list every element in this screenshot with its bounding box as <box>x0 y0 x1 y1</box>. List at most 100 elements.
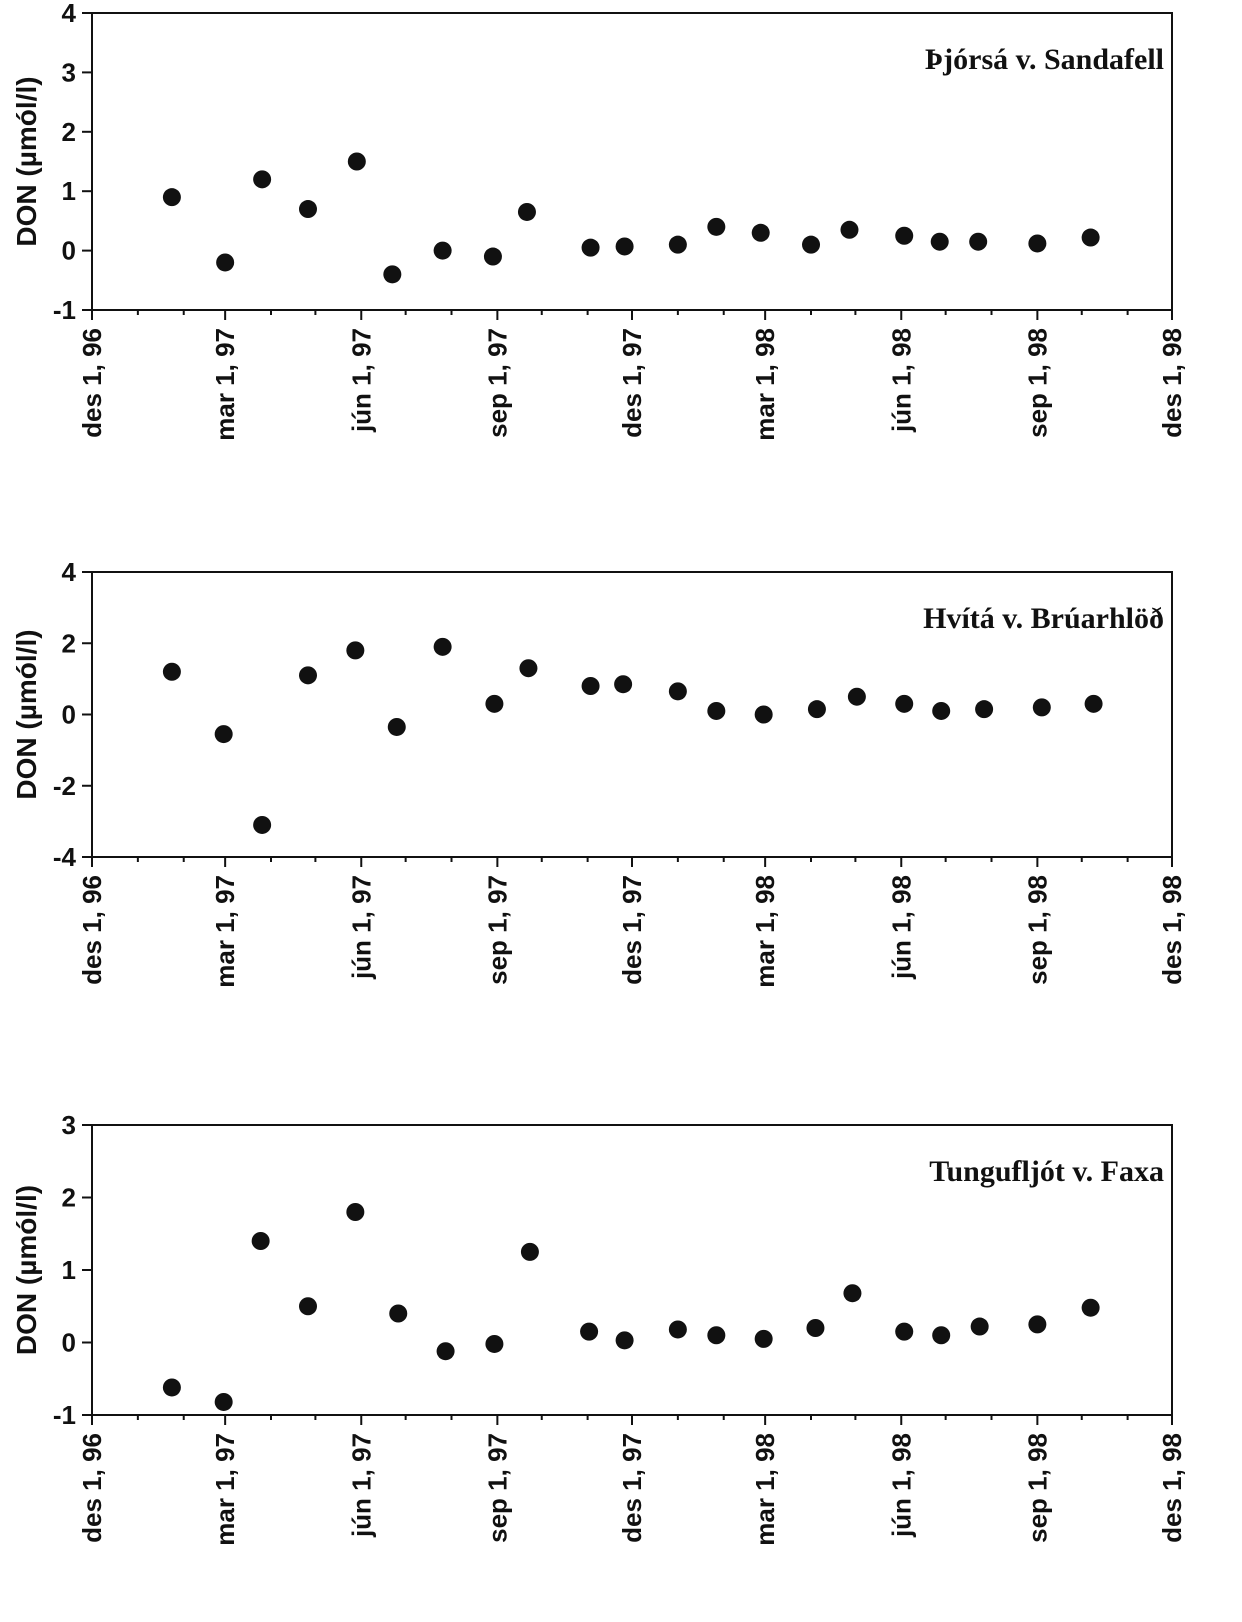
y-tick-label: 1 <box>62 176 76 206</box>
y-tick-label: 4 <box>62 0 77 28</box>
y-axis-label: DON (µmól/l) <box>11 1185 42 1355</box>
x-tick-label: des 1, 97 <box>617 328 647 438</box>
data-point <box>1032 698 1051 717</box>
data-point <box>214 1392 233 1411</box>
data-point <box>932 701 951 720</box>
data-point <box>485 694 504 713</box>
data-point <box>1084 694 1103 713</box>
data-point <box>806 1319 825 1337</box>
data-point <box>214 725 233 744</box>
data-point <box>847 687 866 706</box>
data-point <box>580 1322 599 1341</box>
x-tick-label: mar 1, 97 <box>210 328 240 441</box>
y-tick-label: 0 <box>62 1328 76 1358</box>
data-point <box>485 1334 504 1353</box>
x-tick-label: des 1, 96 <box>77 1433 107 1543</box>
data-point <box>162 662 181 681</box>
data-point <box>1081 1298 1100 1317</box>
x-tick-label: des 1, 96 <box>77 328 107 438</box>
data-point <box>162 1378 181 1397</box>
data-point <box>299 666 317 685</box>
data-point <box>707 1326 726 1345</box>
data-point <box>581 677 600 695</box>
data-point <box>253 170 272 189</box>
data-point <box>707 701 726 720</box>
data-point <box>346 641 365 660</box>
y-axis-label: DON (µmól/l) <box>11 629 42 799</box>
data-point <box>895 694 914 713</box>
data-point <box>1028 1315 1047 1334</box>
x-tick-label: sep 1, 97 <box>482 1433 512 1543</box>
chart-title: Þjórsá v. Sandafell <box>925 43 1164 76</box>
data-point <box>517 202 536 221</box>
data-point <box>383 265 402 284</box>
data-point <box>216 253 235 272</box>
y-tick-label: 2 <box>62 1183 76 1213</box>
data-point <box>436 1342 455 1361</box>
x-tick-label: jún 1, 98 <box>886 328 916 433</box>
chart-panel-3: -1 0 1 2 3 DON (µmól/l) des 1, 96 mar 1, 97 jún … <box>11 1110 1187 1546</box>
x-tick-label: des 1, 98 <box>1157 875 1187 985</box>
data-point <box>483 247 502 266</box>
y-tick-label: -1 <box>53 1400 76 1430</box>
data-point <box>1081 228 1100 247</box>
x-tick-label: mar 1, 98 <box>750 1433 780 1546</box>
data-point <box>754 705 773 724</box>
x-tick-label: sep 1, 98 <box>1022 875 1052 985</box>
x-tick-label: sep 1, 98 <box>1022 1433 1052 1543</box>
x-tick-label: sep 1, 98 <box>1022 328 1052 438</box>
x-tick-label: jún 1, 97 <box>346 1433 376 1538</box>
data-point <box>520 1242 539 1261</box>
data-point <box>162 188 181 207</box>
y-tick-label: 2 <box>62 628 76 658</box>
data-point <box>614 675 633 694</box>
x-tick-label: mar 1, 98 <box>750 875 780 988</box>
y-tick-label: 3 <box>62 57 76 87</box>
x-tick-label: des 1, 98 <box>1157 1433 1187 1543</box>
data-point <box>668 682 687 701</box>
x-tick-label: mar 1, 97 <box>210 1433 240 1546</box>
chart-panel-2: -4 -2 0 2 4 DON (µmól/l) des 1, 96 mar 1, 97 jún… <box>11 557 1187 988</box>
chart-panel-1: -1 0 1 2 3 4 DON (µmól/l) des 1, 96 mar 1, 97 jún… <box>11 0 1187 441</box>
y-tick-label: 4 <box>62 557 77 587</box>
x-tick-label: des 1, 96 <box>77 875 107 985</box>
data-point <box>969 232 988 251</box>
data-point <box>668 235 687 254</box>
x-tick-label: des 1, 98 <box>1157 328 1187 438</box>
data-point <box>668 1320 687 1339</box>
x-tick-label: jún 1, 97 <box>346 875 376 980</box>
data-point <box>807 700 826 719</box>
y-tick-label: -2 <box>53 771 76 801</box>
data-point <box>895 1322 914 1341</box>
data-point <box>347 152 366 171</box>
x-tick-label: jún 1, 98 <box>886 875 916 980</box>
data-point <box>615 1331 634 1350</box>
data-point <box>519 659 538 678</box>
x-tick-label: mar 1, 98 <box>750 328 780 441</box>
data-point <box>930 232 949 251</box>
chart-title: Tungufljót v. Faxa <box>929 1155 1164 1188</box>
data-point <box>253 815 272 834</box>
data-point <box>615 237 634 256</box>
data-point <box>387 717 406 736</box>
y-tick-label: 0 <box>62 236 76 266</box>
data-point <box>433 241 452 260</box>
x-tick-label: jún 1, 98 <box>886 1433 916 1538</box>
y-tick-label: 1 <box>62 1255 76 1285</box>
x-tick-label: des 1, 97 <box>617 875 647 985</box>
y-tick-label: -1 <box>53 295 76 325</box>
y-tick-label: 3 <box>62 1110 76 1140</box>
data-point <box>895 226 914 245</box>
data-point <box>970 1317 989 1336</box>
data-point <box>389 1304 408 1323</box>
x-tick-label: jún 1, 97 <box>346 328 376 433</box>
y-tick-label: 0 <box>62 700 76 730</box>
x-tick-label: des 1, 97 <box>617 1433 647 1543</box>
data-point <box>751 223 770 242</box>
data-point <box>299 1297 317 1316</box>
data-point <box>802 235 821 254</box>
x-tick-label: mar 1, 97 <box>210 875 240 988</box>
data-point <box>843 1284 862 1303</box>
data-point <box>1028 234 1047 253</box>
